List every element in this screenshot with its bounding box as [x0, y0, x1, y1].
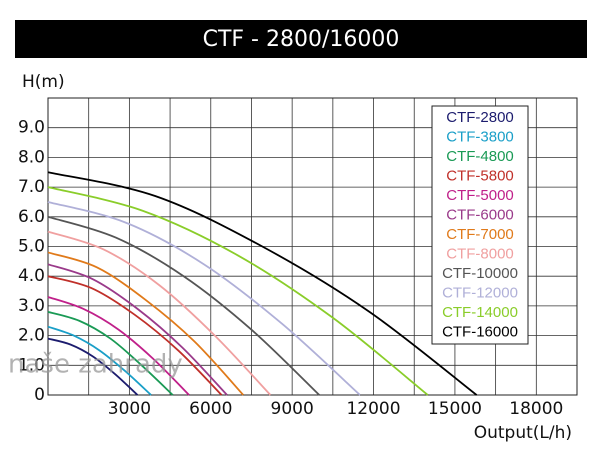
- title-bar: [15, 20, 587, 58]
- curve: [47, 230, 272, 396]
- y-axis-label: H(m): [22, 72, 65, 92]
- legend-entry: CTF-3800: [446, 128, 514, 145]
- x-tick-label: 15000: [428, 399, 482, 419]
- watermark: naše zahrady: [8, 350, 183, 380]
- legend-entry: CTF-4800: [446, 148, 514, 165]
- x-tick-label: 12000: [346, 399, 400, 419]
- legend-entry: CTF-8000: [446, 245, 514, 262]
- plot-frame: [47, 97, 578, 396]
- y-tick-label: 8.0: [18, 147, 45, 167]
- curve: [47, 310, 174, 396]
- legend-entry: CTF-16000: [442, 323, 518, 340]
- legend-entry: CTF-14000: [442, 304, 518, 321]
- x-tick-label: 3000: [108, 399, 151, 419]
- y-tick-label: 3.0: [18, 296, 45, 316]
- legend-entry: CTF-5800: [446, 167, 514, 184]
- curve: [47, 186, 429, 396]
- legend-entry: CTF-6000: [446, 206, 514, 223]
- curve: [47, 337, 139, 396]
- curve: [47, 251, 244, 396]
- y-tick-label: 9.0: [18, 118, 45, 138]
- x-tick-label: 6000: [189, 399, 232, 419]
- y-tick-label: 6.0: [18, 207, 45, 227]
- y-tick-label: 1.0: [18, 355, 45, 375]
- y-tick-label: 0: [34, 385, 45, 405]
- curve: [47, 325, 152, 396]
- legend-box: [431, 105, 529, 345]
- y-tick-label: 7.0: [18, 177, 45, 197]
- curve: [47, 296, 190, 396]
- x-axis-label: Output(L/h): [474, 423, 572, 443]
- legend-entry: CTF-12000: [442, 284, 518, 301]
- curve: [47, 263, 228, 396]
- curve: [47, 275, 223, 396]
- legend-entry: CTF-7000: [446, 226, 514, 243]
- y-tick-label: 5.0: [18, 237, 45, 257]
- legend-entry: CTF-10000: [442, 265, 518, 282]
- y-tick-label: 2.0: [18, 326, 45, 346]
- curve: [47, 215, 320, 396]
- chart-title: CTF - 2800/16000: [203, 27, 400, 52]
- curve: [47, 201, 361, 396]
- legend-entry: CTF-2800: [446, 109, 514, 126]
- y-tick-label: 4.0: [18, 266, 45, 286]
- x-tick-label: 9000: [271, 399, 314, 419]
- legend-entry: CTF-5000: [446, 187, 514, 204]
- curve: [47, 171, 478, 396]
- x-tick-label: 18000: [509, 399, 563, 419]
